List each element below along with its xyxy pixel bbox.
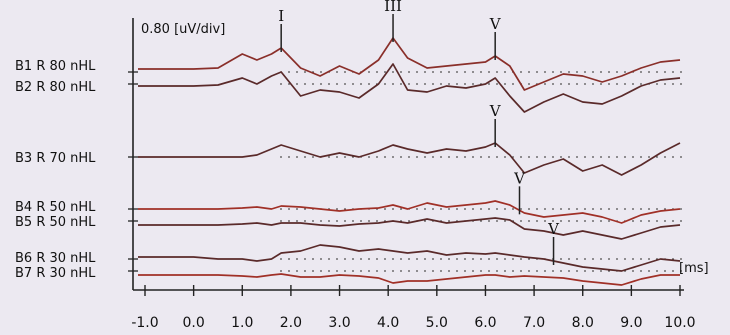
waveform-line [138,217,681,240]
series-label: B2 R 80 nHL [15,80,96,95]
x-tick-label: 1.0 [231,315,253,331]
x-tick-label: 6.0 [474,315,496,331]
series-label: B3 R 70 nHL [15,151,96,166]
series-label: B5 R 50 nHL [15,215,96,230]
waveform-line [138,273,680,286]
x-tick-label: 2.0 [280,315,302,331]
amplitude-scale-label: 0.80 [uV/div] [141,22,225,37]
waveform-line [138,142,681,176]
peak-marker-label: V [513,169,526,187]
axes [132,18,684,291]
peak-marker-label: V [547,220,560,238]
peak-marker-label: V [489,102,502,120]
x-tick-label: 10.0 [664,315,695,331]
series-label: B1 R 80 nHL [15,59,96,74]
x-axis-ticks: -1.0 0.0 1.0 2.0 3.0 4.0 5.0 6.0 7.0 8.0 9.0 10.0 [131,285,696,331]
x-tick-label: 9.0 [620,315,642,331]
waveform-line [138,200,681,224]
x-axis-unit-label: [ms] [679,261,709,276]
waveform-line [138,244,681,272]
waveform-line [138,37,681,91]
x-tick-label: 0.0 [183,315,205,331]
x-tick-label: -1.0 [131,315,158,331]
x-tick-label: 8.0 [572,315,594,331]
waveform-line [138,63,681,113]
peak-marker-label: V [489,15,502,33]
x-tick-label: 4.0 [377,315,399,331]
series-label: B6 R 30 nHL [15,251,96,266]
x-tick-label: 5.0 [426,315,448,331]
waveform-series [138,37,681,286]
series-label: B7 R 30 nHL [15,266,96,281]
series-label: B4 R 50 nHL [15,200,96,215]
peak-marker-label: III [384,0,402,15]
peak-marker-label: I [278,7,284,25]
x-tick-label: 7.0 [523,315,545,331]
x-tick-label: 3.0 [328,315,350,331]
series-labels: B1 R 80 nHL B2 R 80 nHL B3 R 70 nHL B4 R 50… [15,59,96,281]
